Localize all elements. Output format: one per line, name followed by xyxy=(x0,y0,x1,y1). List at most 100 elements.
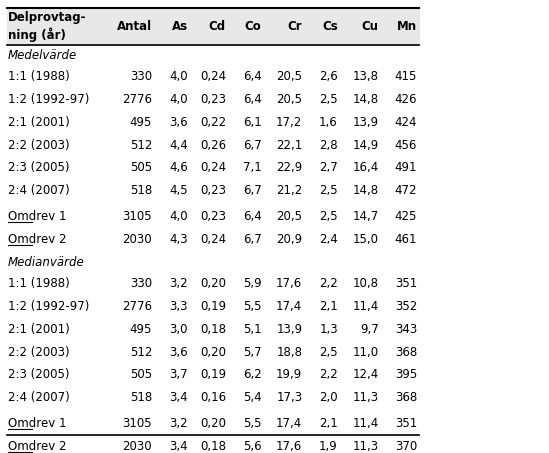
Text: 14,8: 14,8 xyxy=(352,184,379,198)
Text: 0,20: 0,20 xyxy=(200,417,226,430)
Text: 17,3: 17,3 xyxy=(276,391,302,405)
Text: 6,7: 6,7 xyxy=(243,139,261,152)
Text: Omdrev 1: Omdrev 1 xyxy=(8,210,66,223)
Text: Medelvärde: Medelvärde xyxy=(8,49,77,62)
Text: 4,4: 4,4 xyxy=(169,139,188,152)
Text: 2,1: 2,1 xyxy=(319,300,338,313)
Text: 17,6: 17,6 xyxy=(276,440,302,453)
Text: Cr: Cr xyxy=(288,20,302,33)
Text: 0,26: 0,26 xyxy=(200,139,226,152)
Text: 1:2 (1992-97): 1:2 (1992-97) xyxy=(8,300,89,313)
Text: 14,9: 14,9 xyxy=(352,139,379,152)
Text: 4,0: 4,0 xyxy=(169,93,188,106)
Text: 2,0: 2,0 xyxy=(319,391,338,405)
Text: Antal: Antal xyxy=(117,20,152,33)
Text: 0,24: 0,24 xyxy=(200,70,226,83)
Text: 343: 343 xyxy=(395,323,417,336)
Text: 18,8: 18,8 xyxy=(276,346,302,359)
Text: 7,1: 7,1 xyxy=(243,161,261,174)
Text: 3,3: 3,3 xyxy=(169,300,188,313)
Text: 2:4 (2007): 2:4 (2007) xyxy=(8,184,70,198)
Text: 20,9: 20,9 xyxy=(276,233,302,246)
Text: 330: 330 xyxy=(130,277,152,290)
Text: 11,3: 11,3 xyxy=(352,440,379,453)
Text: 505: 505 xyxy=(130,368,152,381)
Text: Omdrev 2: Omdrev 2 xyxy=(8,440,66,453)
Text: 2776: 2776 xyxy=(122,300,152,313)
Text: 12,4: 12,4 xyxy=(352,368,379,381)
Text: 2,4: 2,4 xyxy=(319,233,338,246)
Text: 2,1: 2,1 xyxy=(319,417,338,430)
Text: 2776: 2776 xyxy=(122,93,152,106)
Text: 2:2 (2003): 2:2 (2003) xyxy=(8,346,70,359)
Text: Mn: Mn xyxy=(397,20,417,33)
Text: 512: 512 xyxy=(130,139,152,152)
Text: 11,3: 11,3 xyxy=(352,391,379,405)
Text: 11,4: 11,4 xyxy=(352,417,379,430)
Text: 0,22: 0,22 xyxy=(200,116,226,129)
Text: 395: 395 xyxy=(395,368,417,381)
Text: 5,5: 5,5 xyxy=(243,417,261,430)
Text: 13,9: 13,9 xyxy=(352,116,379,129)
Text: 5,6: 5,6 xyxy=(243,440,261,453)
Text: 351: 351 xyxy=(395,277,417,290)
Text: 330: 330 xyxy=(130,70,152,83)
Text: 3,6: 3,6 xyxy=(169,346,188,359)
Text: 21,2: 21,2 xyxy=(276,184,302,198)
Text: Co: Co xyxy=(245,20,261,33)
Text: 5,4: 5,4 xyxy=(243,391,261,405)
Text: 3,6: 3,6 xyxy=(169,116,188,129)
Text: 3,2: 3,2 xyxy=(169,277,188,290)
Text: 6,4: 6,4 xyxy=(243,93,261,106)
Text: 491: 491 xyxy=(395,161,417,174)
Text: 2:1 (2001): 2:1 (2001) xyxy=(8,323,70,336)
Text: 3105: 3105 xyxy=(122,210,152,223)
Text: 2,5: 2,5 xyxy=(319,210,338,223)
Text: 4,0: 4,0 xyxy=(169,210,188,223)
Text: 3,0: 3,0 xyxy=(169,323,188,336)
Text: 461: 461 xyxy=(395,233,417,246)
Text: 2:4 (2007): 2:4 (2007) xyxy=(8,391,70,405)
Text: 2,5: 2,5 xyxy=(319,184,338,198)
Text: 1:2 (1992-97): 1:2 (1992-97) xyxy=(8,93,89,106)
Text: Omdrev 1: Omdrev 1 xyxy=(8,417,66,430)
Text: 5,5: 5,5 xyxy=(243,300,261,313)
Text: 6,2: 6,2 xyxy=(243,368,261,381)
Text: 15,0: 15,0 xyxy=(353,233,379,246)
Text: Cd: Cd xyxy=(209,20,226,33)
Text: 518: 518 xyxy=(130,391,152,405)
Text: 472: 472 xyxy=(395,184,417,198)
Text: 22,1: 22,1 xyxy=(276,139,302,152)
Text: 2:2 (2003): 2:2 (2003) xyxy=(8,139,70,152)
Text: 11,0: 11,0 xyxy=(352,346,379,359)
Text: 495: 495 xyxy=(130,116,152,129)
Text: 351: 351 xyxy=(395,417,417,430)
Text: 2:1 (2001): 2:1 (2001) xyxy=(8,116,70,129)
Text: 2,5: 2,5 xyxy=(319,346,338,359)
Text: 518: 518 xyxy=(130,184,152,198)
Text: 0,20: 0,20 xyxy=(200,277,226,290)
Text: 352: 352 xyxy=(395,300,417,313)
Text: 17,4: 17,4 xyxy=(276,417,302,430)
Text: 5,1: 5,1 xyxy=(243,323,261,336)
Text: ning (år): ning (år) xyxy=(8,27,66,42)
Text: 6,7: 6,7 xyxy=(243,233,261,246)
Text: 370: 370 xyxy=(395,440,417,453)
Text: 19,9: 19,9 xyxy=(276,368,302,381)
Text: 368: 368 xyxy=(395,391,417,405)
Text: 17,2: 17,2 xyxy=(276,116,302,129)
Text: 6,4: 6,4 xyxy=(243,70,261,83)
Text: 424: 424 xyxy=(395,116,417,129)
Text: 6,1: 6,1 xyxy=(243,116,261,129)
Text: 0,23: 0,23 xyxy=(200,93,226,106)
Text: 0,16: 0,16 xyxy=(200,391,226,405)
Text: 3,7: 3,7 xyxy=(169,368,188,381)
Text: 505: 505 xyxy=(130,161,152,174)
Text: 14,7: 14,7 xyxy=(352,210,379,223)
Text: 3,2: 3,2 xyxy=(169,417,188,430)
Text: 415: 415 xyxy=(395,70,417,83)
Text: 1:1 (1988): 1:1 (1988) xyxy=(8,70,70,83)
Text: 368: 368 xyxy=(395,346,417,359)
Text: 2,5: 2,5 xyxy=(319,93,338,106)
Text: 4,6: 4,6 xyxy=(169,161,188,174)
